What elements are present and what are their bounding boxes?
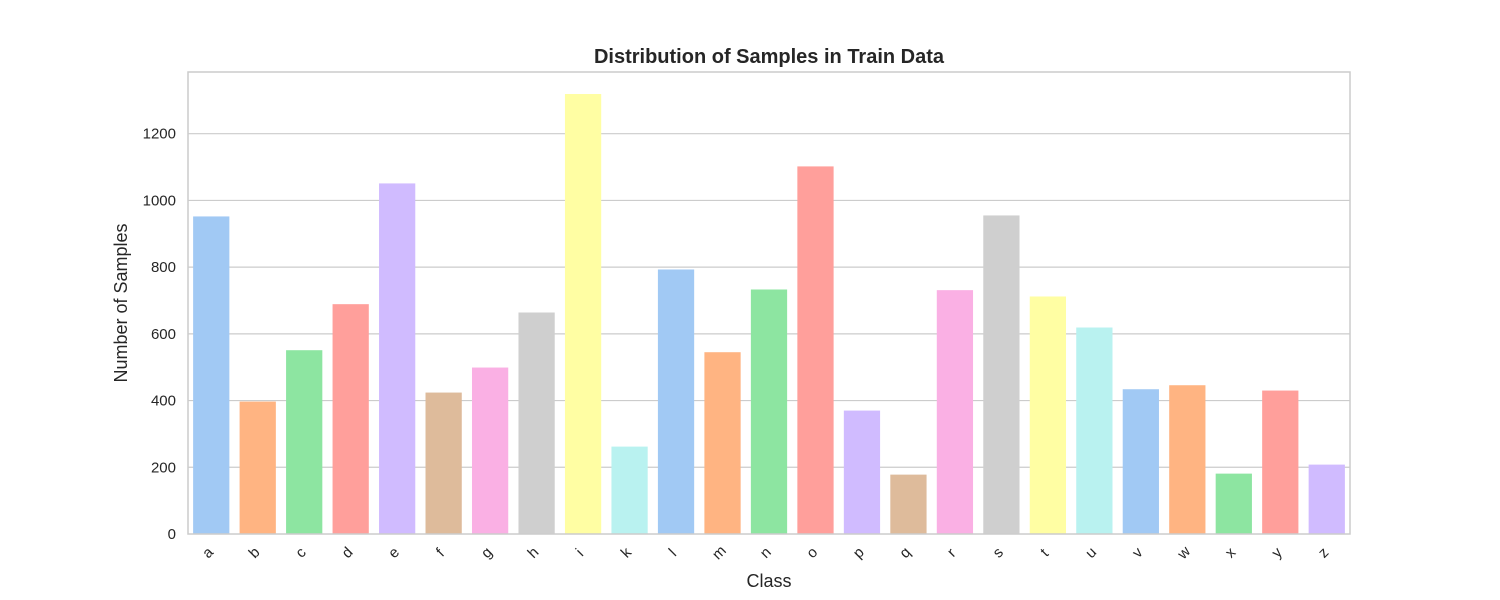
bar-t — [1029, 296, 1067, 534]
x-tick-label: b — [246, 544, 264, 562]
x-tick-label: p — [850, 544, 868, 562]
x-tick-label: f — [433, 545, 449, 561]
y-tick-label: 400 — [151, 393, 176, 410]
x-tick-label: u — [1082, 544, 1100, 562]
y-tick-label: 600 — [151, 326, 176, 343]
bar-b — [239, 401, 276, 534]
bar-h — [518, 312, 555, 534]
plot-frame — [187, 71, 1351, 535]
x-tick-label: y — [1268, 544, 1286, 562]
y-tick-label: 1200 — [143, 126, 176, 143]
x-tick-label: l — [666, 546, 680, 560]
bar-r — [936, 290, 974, 534]
x-tick-label: h — [524, 544, 542, 562]
bar-z — [1308, 464, 1345, 534]
x-tick-label: d — [339, 544, 357, 562]
x-tick-label: k — [618, 544, 636, 562]
bar-a — [193, 216, 230, 534]
x-tick-label: m — [709, 542, 730, 563]
bar-c — [286, 350, 323, 534]
bar-x — [1215, 473, 1252, 534]
y-tick-label: 1000 — [143, 192, 176, 209]
bar-f — [425, 392, 462, 534]
bar-p — [843, 410, 881, 534]
x-tick-label: w — [1174, 543, 1195, 564]
bar-l — [657, 269, 695, 534]
y-tick-label: 200 — [151, 459, 176, 476]
bar-o — [797, 166, 834, 535]
x-tick-label: r — [944, 545, 960, 561]
x-tick-label: i — [573, 546, 587, 560]
chart-title: Distribution of Samples in Train Data — [594, 46, 945, 68]
bar-q — [890, 474, 927, 534]
bar-k — [611, 446, 648, 534]
bar-i — [564, 94, 602, 535]
x-tick-label: g — [478, 544, 496, 562]
x-tick-label: v — [1129, 544, 1147, 562]
x-tick-label: s — [990, 544, 1007, 561]
bar-y — [1262, 390, 1299, 534]
x-tick-label: c — [292, 544, 310, 562]
x-tick-label: z — [1315, 544, 1332, 561]
bar-g — [471, 367, 509, 534]
x-tick-label: x — [1222, 544, 1240, 562]
x-tick-label: q — [896, 544, 914, 562]
x-tick-label: n — [757, 544, 775, 562]
x-tick-label: t — [1037, 545, 1053, 561]
x-tick-label: e — [385, 544, 403, 562]
bar-s — [983, 215, 1020, 534]
bar-u — [1076, 327, 1113, 534]
x-axis-label: Class — [746, 571, 791, 591]
x-tick-label: a — [199, 543, 217, 561]
x-tick-label: o — [803, 544, 821, 562]
bar-e — [379, 183, 416, 535]
bar-d — [332, 304, 369, 534]
bars — [193, 94, 1345, 535]
y-axis-label: Number of Samples — [111, 223, 131, 382]
bar-v — [1122, 389, 1159, 534]
y-tick-label: 800 — [151, 259, 176, 276]
bar-m — [704, 352, 741, 534]
bar-n — [750, 289, 788, 534]
y-tick-labels: 0 200 400 600 800 1000 1200 — [143, 126, 176, 543]
bar-w — [1169, 385, 1206, 534]
y-tick-label: 0 — [168, 526, 176, 543]
